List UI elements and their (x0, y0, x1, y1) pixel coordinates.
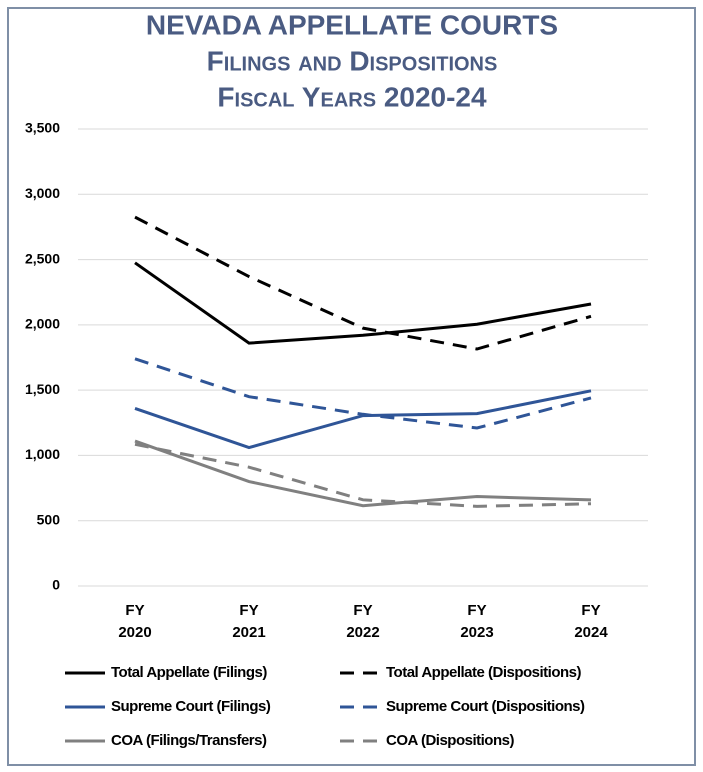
line (134, 439, 592, 508)
x-tick-label: FY 2020 (118, 602, 152, 641)
x-tick-label: FY 2023 (460, 602, 494, 641)
frame (7, 7, 696, 766)
y-tick-label: 1,000 (25, 446, 60, 462)
line (134, 389, 592, 450)
legend-label: Total Appellate (Dispositions) (386, 664, 582, 681)
legend-label: Supreme Court (Filings) (111, 698, 271, 715)
chart-subtitle: Filings and Dispositions (207, 45, 498, 76)
y-tick-label: 3,500 (25, 120, 60, 136)
line (134, 261, 592, 345)
line (134, 442, 592, 508)
y-tick-label: 0 (52, 577, 60, 593)
chart-title: NEVADA APPELLATE COURTS (146, 9, 558, 40)
legend-label: COA (Dispositions) (386, 732, 514, 749)
x-tick-label: FY 2024 (574, 602, 608, 641)
x-tick-label: FY 2021 (232, 602, 266, 641)
y-tick-label: 2,500 (25, 250, 60, 266)
line (134, 357, 592, 430)
line (134, 215, 592, 351)
x-tick-label: FY 2022 (346, 602, 380, 641)
y-tick-label: 500 (37, 511, 61, 527)
legend-label: Total Appellate (Filings) (111, 664, 267, 681)
y-tick-label: 3,000 (25, 185, 60, 201)
legend-label: COA (Filings/Transfers) (111, 732, 267, 749)
y-tick-label: 1,500 (25, 381, 60, 397)
legend-label: Supreme Court (Dispositions) (386, 698, 585, 715)
chart-subtitle: Fiscal Years 2020-24 (217, 81, 487, 112)
y-tick-label: 2,000 (25, 316, 60, 332)
